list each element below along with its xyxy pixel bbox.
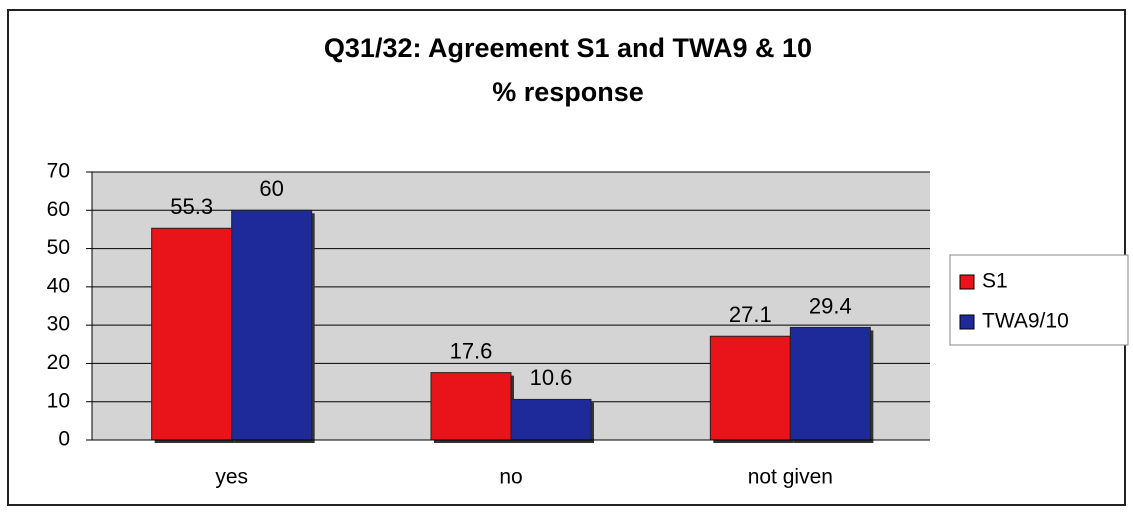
x-tick-label: not given [748,466,833,489]
legend-swatch [959,274,975,290]
bar [231,209,313,441]
bar [709,335,791,441]
bar [151,227,233,441]
data-label: 29.4 [809,293,852,318]
x-tick-label: yes [215,466,248,489]
y-tick-label: 20 [47,351,70,374]
y-tick-label: 0 [58,428,70,451]
legend-swatch [959,314,975,330]
legend-box [949,254,1129,346]
bar [430,372,512,441]
data-label: 17.6 [450,338,493,363]
y-tick-label: 60 [47,198,70,221]
legend-label: S1 [982,270,1008,293]
bar [789,326,871,441]
y-tick-label: 50 [47,236,70,259]
data-label: 60 [259,176,283,201]
x-tick-label: no [499,466,522,489]
y-tick-label: 40 [47,274,70,297]
data-label: 55.3 [170,194,213,219]
legend-label: TWA9/10 [982,310,1069,333]
y-tick-label: 10 [47,389,70,412]
data-label: 27.1 [729,302,772,327]
bar [510,398,592,441]
y-tick-label: 30 [47,313,70,336]
y-tick-label: 70 [47,160,70,183]
data-label: 10.6 [530,365,573,390]
chart-subtitle: % response [492,77,644,107]
chart-title: Q31/32: Agreement S1 and TWA9 & 10 [324,33,812,63]
